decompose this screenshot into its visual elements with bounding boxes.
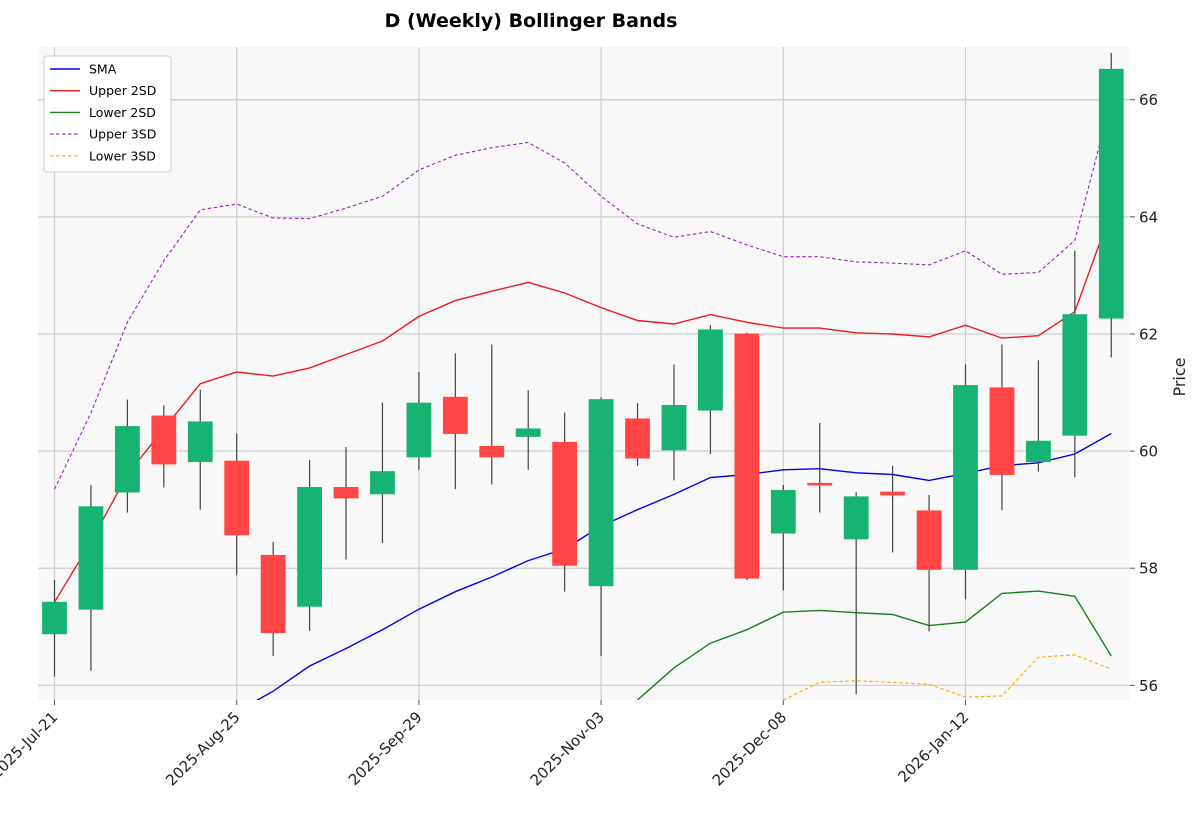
y-tick-label: 62: [1139, 325, 1158, 343]
x-tick-label: 2025-Nov-03: [527, 708, 608, 789]
candle: [515, 390, 541, 470]
y-tick-label: 56: [1139, 677, 1158, 695]
candle-body: [588, 399, 614, 587]
candle-body: [479, 446, 505, 458]
x-tick-label: 2025-Dec-08: [709, 708, 790, 789]
candle-body: [78, 506, 104, 610]
candle: [625, 403, 650, 466]
series-line-lower-3sd: [783, 654, 1112, 700]
candle: [114, 399, 140, 513]
candle-body: [843, 496, 869, 540]
candle: [916, 495, 942, 632]
candle-body: [916, 510, 942, 570]
candle: [42, 579, 67, 677]
candle: [333, 446, 359, 560]
candlesticks: [42, 52, 1124, 695]
candle: [406, 372, 432, 470]
x-tick-label: 2025-Aug-25: [162, 708, 243, 789]
candle-body: [224, 460, 250, 536]
candle-body: [807, 482, 833, 486]
candle: [843, 492, 869, 695]
candle-body: [114, 426, 140, 493]
candle: [224, 433, 250, 576]
candle-body: [1025, 440, 1051, 463]
legend-label: Upper 2SD: [89, 83, 156, 98]
candle-body: [1062, 314, 1088, 436]
y-tick-label: 60: [1139, 443, 1158, 461]
x-tick-label: 2026-Jan-12: [895, 708, 973, 786]
y-axis-ticks: 56 58 60 62 64 66: [1130, 91, 1158, 695]
series-line-lower-2sd: [637, 590, 1112, 700]
y-tick-label: 64: [1139, 208, 1158, 226]
candle: [297, 459, 322, 631]
candle-body: [297, 487, 322, 607]
x-tick-label: 2025-Sep-29: [345, 708, 426, 789]
candle: [807, 422, 833, 513]
candle-body: [260, 554, 286, 634]
candle-body: [187, 421, 213, 463]
candle-body: [698, 329, 723, 411]
candle: [770, 485, 796, 591]
legend-label: Lower 2SD: [89, 105, 156, 120]
candle-body: [625, 418, 650, 459]
candle-body: [333, 487, 359, 499]
candle-body: [989, 387, 1015, 475]
y-tick-label: 66: [1139, 91, 1158, 109]
candle-body: [953, 385, 978, 570]
candle: [734, 332, 760, 580]
candle-body: [42, 601, 67, 635]
candle: [260, 541, 286, 657]
candle: [880, 465, 906, 553]
candle-body: [734, 333, 760, 579]
candle-body: [880, 491, 906, 496]
candle-body: [770, 489, 796, 534]
candle: [1098, 52, 1124, 358]
legend: SMA Upper 2SD Lower 2SD Upper 3SD Lower 3SD: [43, 55, 172, 173]
candle-body: [370, 471, 395, 495]
candle: [442, 353, 468, 490]
candle-body: [151, 415, 177, 465]
candle-body: [661, 405, 687, 451]
plot-area: [38, 47, 1130, 700]
candle-body: [1098, 68, 1124, 319]
y-tick-label: 58: [1139, 560, 1158, 578]
candle: [78, 485, 104, 671]
candle: [588, 397, 614, 657]
legend-label: Upper 3SD: [89, 127, 156, 142]
candle-body: [442, 396, 468, 434]
candle: [151, 405, 177, 488]
candle: [989, 344, 1015, 511]
candle: [1025, 360, 1051, 472]
candle-body: [552, 441, 578, 566]
candle: [479, 344, 505, 485]
x-axis-ticks: 2025-Jul-21 2025-Aug-25 2025-Sep-29 2025-No…: [0, 700, 972, 790]
candle: [953, 364, 978, 600]
chart-title: D (Weekly) Bollinger Bands: [385, 10, 678, 32]
series-line-upper-3sd: [54, 99, 1112, 490]
legend-box: [43, 55, 172, 173]
candle-body: [406, 402, 432, 458]
candle: [552, 412, 578, 592]
candle-body: [515, 428, 541, 437]
x-tick-label: 2025-Jul-21: [0, 708, 61, 782]
series-line-upper-2sd: [53, 210, 1112, 603]
legend-label: Lower 3SD: [89, 148, 156, 163]
candle: [661, 364, 687, 481]
candle: [370, 402, 395, 544]
y-axis-label: Price: [1170, 357, 1189, 396]
candle: [187, 389, 213, 510]
candle: [698, 325, 723, 455]
candle: [1062, 250, 1088, 478]
legend-label: SMA: [89, 62, 117, 77]
